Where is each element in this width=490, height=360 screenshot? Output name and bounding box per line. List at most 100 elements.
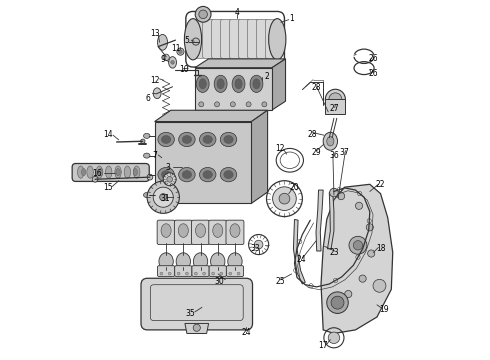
Bar	[325, 99, 345, 114]
Ellipse shape	[144, 134, 150, 138]
Polygon shape	[294, 220, 305, 284]
Circle shape	[220, 272, 223, 275]
Bar	[155, 122, 251, 203]
Polygon shape	[316, 190, 323, 251]
FancyBboxPatch shape	[157, 266, 175, 276]
FancyBboxPatch shape	[247, 19, 258, 58]
Ellipse shape	[213, 224, 223, 237]
FancyBboxPatch shape	[141, 278, 252, 330]
Circle shape	[195, 272, 197, 275]
Ellipse shape	[217, 79, 224, 89]
Ellipse shape	[199, 79, 206, 89]
Ellipse shape	[116, 168, 120, 176]
Ellipse shape	[96, 166, 102, 178]
FancyBboxPatch shape	[203, 19, 214, 58]
Text: 31: 31	[161, 194, 170, 203]
Circle shape	[177, 272, 180, 275]
Ellipse shape	[133, 166, 140, 178]
Text: 15: 15	[103, 183, 113, 192]
Circle shape	[171, 60, 174, 64]
Ellipse shape	[87, 166, 93, 178]
Text: 28: 28	[308, 130, 317, 139]
FancyBboxPatch shape	[192, 266, 209, 276]
Text: 25: 25	[275, 276, 285, 285]
Ellipse shape	[158, 132, 174, 147]
Circle shape	[344, 291, 352, 298]
Circle shape	[195, 6, 211, 22]
Text: 12: 12	[275, 144, 285, 153]
Ellipse shape	[203, 135, 212, 143]
Circle shape	[334, 306, 341, 314]
Polygon shape	[321, 184, 393, 333]
Circle shape	[338, 193, 344, 200]
Ellipse shape	[232, 75, 245, 93]
Ellipse shape	[161, 135, 171, 143]
Circle shape	[179, 50, 182, 53]
Ellipse shape	[144, 193, 150, 198]
Text: 24: 24	[241, 328, 251, 337]
Circle shape	[163, 54, 170, 60]
Ellipse shape	[169, 57, 176, 68]
Ellipse shape	[323, 132, 338, 150]
Text: 2: 2	[264, 72, 269, 81]
Text: 26: 26	[368, 69, 378, 78]
Ellipse shape	[81, 168, 86, 176]
Text: 26: 26	[368, 54, 378, 63]
Ellipse shape	[211, 253, 225, 270]
Ellipse shape	[214, 75, 227, 93]
Ellipse shape	[228, 253, 242, 270]
Circle shape	[147, 174, 153, 180]
Circle shape	[325, 89, 345, 109]
Ellipse shape	[224, 171, 233, 179]
FancyBboxPatch shape	[266, 19, 276, 58]
Text: 28: 28	[311, 83, 321, 92]
Text: 14: 14	[103, 130, 113, 139]
Circle shape	[329, 93, 342, 106]
Text: 13: 13	[150, 29, 159, 38]
Circle shape	[254, 240, 263, 249]
Circle shape	[193, 324, 200, 331]
Circle shape	[168, 272, 171, 275]
Ellipse shape	[115, 166, 122, 178]
Text: 9: 9	[160, 55, 165, 64]
Ellipse shape	[203, 171, 212, 179]
Text: 19: 19	[379, 305, 389, 314]
Polygon shape	[185, 323, 209, 333]
Circle shape	[199, 10, 207, 19]
FancyBboxPatch shape	[209, 266, 226, 276]
FancyBboxPatch shape	[157, 220, 175, 244]
Ellipse shape	[230, 224, 240, 237]
Text: 36: 36	[329, 151, 339, 160]
Ellipse shape	[157, 35, 168, 50]
FancyBboxPatch shape	[256, 19, 267, 58]
Circle shape	[272, 187, 296, 211]
Circle shape	[368, 250, 375, 257]
Ellipse shape	[182, 135, 192, 143]
Ellipse shape	[176, 253, 191, 270]
FancyBboxPatch shape	[226, 266, 244, 276]
Circle shape	[328, 332, 340, 343]
FancyBboxPatch shape	[220, 19, 231, 58]
Circle shape	[366, 224, 373, 231]
Text: 4: 4	[235, 8, 240, 17]
Text: 29: 29	[311, 148, 321, 157]
Ellipse shape	[220, 167, 237, 182]
Ellipse shape	[199, 167, 216, 182]
Text: 24: 24	[297, 255, 306, 264]
Text: 11: 11	[172, 44, 181, 53]
FancyBboxPatch shape	[174, 220, 192, 244]
Ellipse shape	[124, 166, 131, 178]
Text: 17: 17	[318, 341, 328, 350]
Text: 3: 3	[166, 163, 171, 172]
Text: 23: 23	[329, 248, 339, 257]
Circle shape	[246, 102, 251, 107]
Circle shape	[262, 102, 267, 107]
Ellipse shape	[179, 167, 195, 182]
Bar	[195, 68, 272, 110]
Ellipse shape	[253, 79, 260, 89]
Ellipse shape	[269, 19, 286, 60]
FancyBboxPatch shape	[209, 220, 227, 244]
Circle shape	[192, 38, 199, 45]
Ellipse shape	[159, 253, 173, 270]
Circle shape	[230, 102, 235, 107]
